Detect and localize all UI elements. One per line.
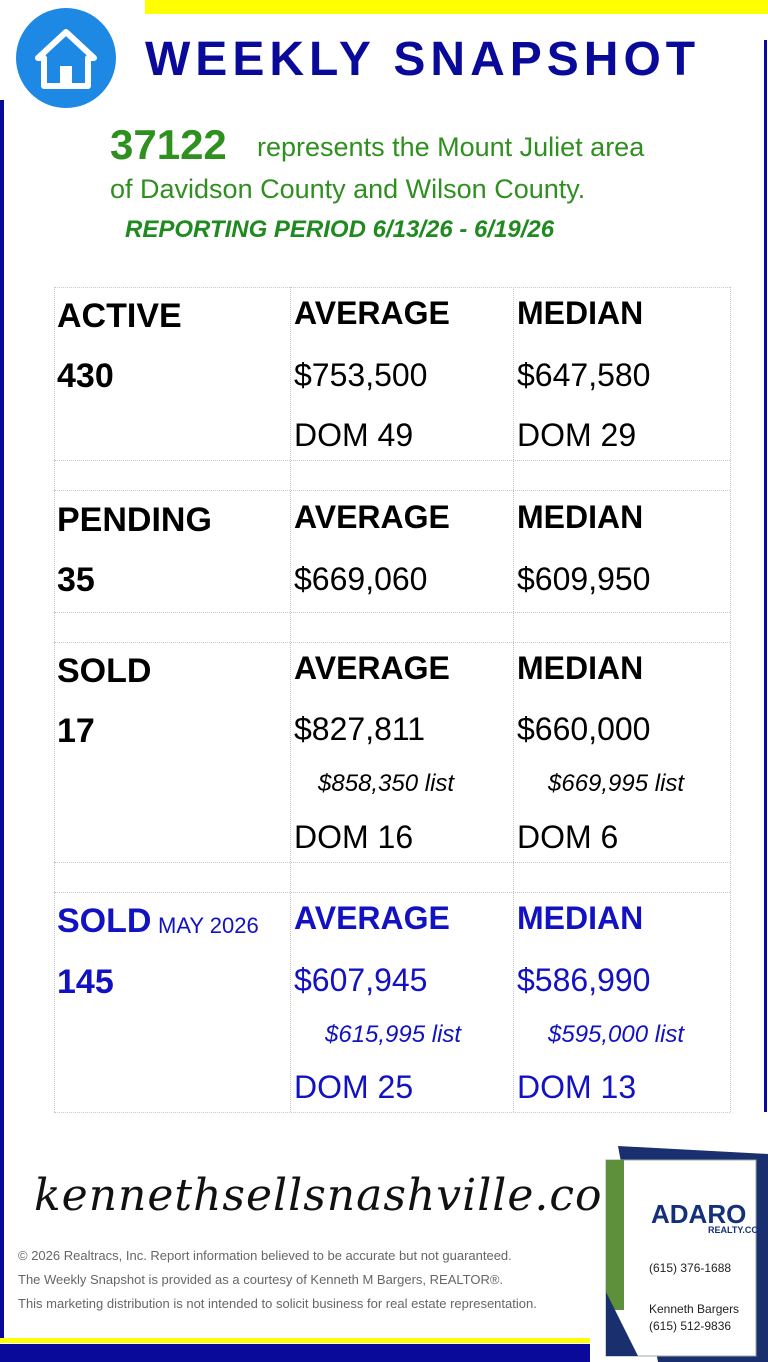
average-price: $827,811 xyxy=(294,711,426,747)
section-label: SOLD xyxy=(57,652,152,690)
section-count: 430 xyxy=(57,357,114,395)
zip-code: 37122 xyxy=(110,121,227,168)
average-label: AVERAGE xyxy=(294,499,450,535)
left-blue-rule xyxy=(0,100,4,1340)
grid-line xyxy=(54,1112,730,1113)
grid-line xyxy=(54,287,55,1112)
bottom-blue-bar xyxy=(0,1344,590,1362)
section-label: PENDING xyxy=(57,501,212,539)
grid-line xyxy=(513,287,514,1112)
card-agent-phone: (615) 512-9836 xyxy=(649,1319,732,1333)
sign-panel xyxy=(605,1159,757,1357)
top-yellow-bar xyxy=(145,0,768,14)
icon-door xyxy=(60,66,72,86)
footer-note: This marketing distribution is not inten… xyxy=(18,1296,537,1311)
average-price: $607,945 xyxy=(294,962,428,998)
average-dom: DOM 49 xyxy=(294,417,414,453)
sign-corner xyxy=(606,1292,638,1356)
grid-line xyxy=(54,642,730,643)
grid-line xyxy=(290,287,291,1112)
intro-line-1: represents the Mount Juliet area xyxy=(257,132,645,162)
average-price: $669,060 xyxy=(294,561,428,597)
section-count: 17 xyxy=(57,712,95,750)
card-brand-sub: REALTY.COM xyxy=(708,1225,766,1235)
median-list: $669,995 list xyxy=(548,770,685,797)
average-label: AVERAGE xyxy=(294,650,450,686)
average-list: $858,350 list xyxy=(318,770,455,797)
section-count: 145 xyxy=(57,963,114,1001)
card-phone: (615) 376-1688 xyxy=(649,1261,732,1275)
right-blue-rule xyxy=(764,40,767,1112)
grid-line xyxy=(54,862,730,863)
average-dom: DOM 25 xyxy=(294,1069,414,1105)
grid-line xyxy=(54,490,730,491)
intro-line-2: of Davidson County and Wilson County. xyxy=(110,174,586,204)
median-label: MEDIAN xyxy=(517,499,644,535)
bottom-yellow-line xyxy=(0,1338,590,1343)
median-dom: DOM 29 xyxy=(517,417,637,453)
grid-line xyxy=(54,892,730,893)
average-price: $753,500 xyxy=(294,357,428,393)
realty-sign xyxy=(605,1146,768,1362)
house-icon xyxy=(16,8,116,108)
card-brand: ADARO xyxy=(651,1199,747,1229)
reporting-period: REPORTING PERIOD 6/13/26 - 6/19/26 xyxy=(125,216,555,243)
median-label: MEDIAN xyxy=(517,900,644,936)
median-label: MEDIAN xyxy=(517,295,644,331)
median-price: $586,990 xyxy=(517,962,651,998)
card-agent: Kenneth Bargers xyxy=(649,1302,740,1316)
average-list: $615,995 list xyxy=(325,1021,462,1048)
median-label: MEDIAN xyxy=(517,650,644,686)
footer-note: © 2026 Realtracs, Inc. Report informatio… xyxy=(18,1248,512,1263)
grid-line xyxy=(54,287,730,288)
grid-line xyxy=(730,287,731,1112)
median-price: $647,580 xyxy=(517,357,651,393)
grid-line xyxy=(54,460,730,461)
grid-line xyxy=(54,612,730,613)
footer-note: The Weekly Snapshot is provided as a cou… xyxy=(18,1272,504,1287)
sign-photo xyxy=(606,1160,624,1310)
average-label: AVERAGE xyxy=(294,900,450,936)
section-label: SOLD xyxy=(57,902,152,940)
median-list: $595,000 list xyxy=(548,1021,685,1048)
median-dom: DOM 13 xyxy=(517,1069,637,1105)
website: kennethsellsnashville.com xyxy=(34,1170,646,1221)
average-dom: DOM 16 xyxy=(294,819,414,855)
section-count: 35 xyxy=(57,561,95,599)
icon-circle xyxy=(16,8,116,108)
page-title: WEEKLY SNAPSHOT xyxy=(145,33,701,86)
section-label: ACTIVE xyxy=(57,297,182,335)
median-price: $609,950 xyxy=(517,561,651,597)
average-label: AVERAGE xyxy=(294,295,450,331)
section-period: MAY 2026 xyxy=(158,913,259,938)
median-price: $660,000 xyxy=(517,711,651,747)
median-dom: DOM 6 xyxy=(517,819,619,855)
